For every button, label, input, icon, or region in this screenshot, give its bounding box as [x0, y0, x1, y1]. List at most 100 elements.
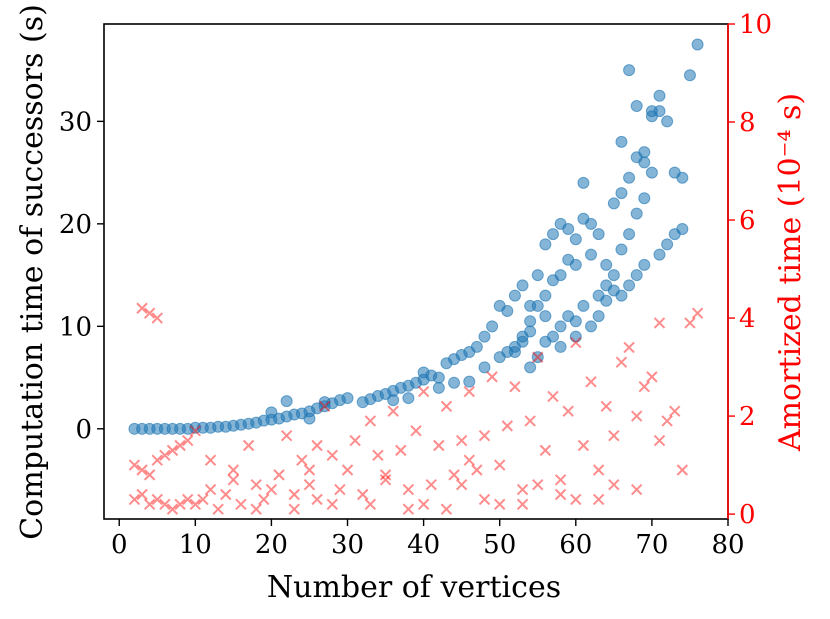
data-point	[592, 228, 605, 241]
y-tick-label: 20	[59, 210, 92, 240]
data-point	[280, 395, 293, 408]
data-point	[569, 233, 582, 246]
data-point-x	[303, 478, 316, 491]
data-point-x	[318, 400, 331, 412]
data-point-x	[181, 434, 194, 447]
data-point	[577, 299, 590, 312]
y-tick-label: 10	[59, 312, 92, 342]
data-point-x	[608, 478, 620, 491]
data-point-x	[166, 503, 179, 515]
data-point	[630, 207, 643, 220]
data-point	[592, 310, 605, 323]
data-point-x	[509, 380, 521, 393]
data-point-x	[189, 498, 202, 511]
data-point-x	[463, 454, 475, 466]
data-point-x	[379, 474, 392, 486]
data-point-x	[204, 454, 217, 466]
y2-tick-label: 8	[739, 108, 756, 138]
data-point	[607, 284, 620, 297]
data-point-x	[532, 478, 544, 491]
data-point-x	[516, 498, 529, 511]
data-point	[524, 315, 537, 328]
data-point-x	[478, 429, 491, 442]
data-point-x	[585, 376, 597, 388]
data-point-x	[425, 478, 437, 491]
data-point	[524, 325, 537, 338]
data-point-x	[273, 469, 285, 481]
data-point	[387, 394, 400, 407]
y2-tick-label: 10	[739, 10, 772, 40]
y2-tick-label: 0	[739, 500, 756, 530]
data-point	[600, 258, 613, 271]
data-point-x	[220, 488, 232, 501]
data-point-x	[288, 503, 300, 515]
data-point	[508, 345, 521, 358]
x-tick-label: 70	[635, 530, 668, 560]
data-point-x	[136, 488, 148, 501]
data-point-x	[539, 444, 552, 457]
data-point-x	[151, 454, 163, 466]
data-point-x	[448, 469, 460, 481]
x-tick-label: 40	[407, 530, 440, 560]
data-point-x	[250, 503, 262, 515]
data-point	[265, 406, 278, 419]
data-point	[630, 269, 643, 282]
data-point	[508, 289, 521, 302]
data-point	[486, 320, 499, 333]
data-point	[653, 89, 666, 102]
x-tick-label: 50	[483, 530, 516, 560]
data-point-x	[455, 478, 468, 491]
data-point	[432, 381, 445, 394]
data-point-x	[159, 449, 171, 461]
data-point	[341, 392, 354, 405]
data-point-x	[554, 488, 567, 501]
series-layer	[128, 38, 704, 515]
data-point	[516, 335, 529, 348]
data-point-x	[288, 488, 300, 501]
data-point-x	[630, 483, 643, 496]
data-point-x	[136, 302, 148, 314]
data-point	[661, 115, 674, 128]
data-point-x	[128, 493, 141, 506]
data-point	[569, 258, 582, 271]
data-point	[638, 192, 651, 205]
data-point	[478, 330, 491, 343]
data-point	[653, 248, 666, 261]
data-point-x	[372, 449, 384, 461]
data-point-x	[143, 498, 156, 511]
y-tick-label: 30	[59, 107, 92, 137]
data-point	[463, 375, 476, 388]
data-point-x	[250, 478, 262, 491]
data-point-x	[364, 498, 377, 511]
data-point-x	[151, 312, 163, 324]
data-point	[569, 315, 582, 328]
data-point-x	[653, 434, 666, 447]
data-point-x	[349, 434, 361, 447]
y2-tick-label: 2	[739, 402, 756, 432]
data-point	[615, 243, 628, 256]
data-point-x	[653, 317, 666, 329]
data-point-x	[136, 464, 148, 476]
data-point-x	[600, 400, 612, 412]
data-point-x	[326, 449, 339, 461]
data-point-x	[608, 429, 620, 442]
data-point-x	[212, 503, 224, 515]
data-point	[546, 228, 559, 241]
y-axis-title: Computation time of successors (s)	[15, 4, 50, 540]
data-point	[676, 171, 689, 184]
data-point-x	[166, 444, 179, 457]
y-tick-label: 0	[75, 415, 92, 445]
x-tick-label: 30	[331, 530, 364, 560]
data-point-x	[592, 464, 605, 476]
data-point	[539, 238, 552, 251]
data-point-x	[334, 483, 346, 496]
data-point	[623, 64, 636, 77]
data-point-x	[554, 474, 567, 486]
data-point-x	[532, 351, 544, 363]
data-point-x	[242, 439, 255, 452]
data-point-x	[433, 439, 445, 452]
data-point-x	[410, 425, 422, 437]
data-point	[638, 156, 651, 169]
data-point-x	[357, 488, 369, 501]
